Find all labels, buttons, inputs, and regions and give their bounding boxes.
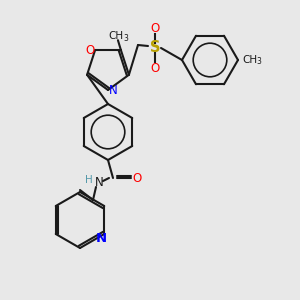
Text: O: O (132, 172, 142, 184)
Text: O: O (150, 22, 160, 34)
Text: CH: CH (242, 55, 257, 65)
Text: 3: 3 (256, 58, 261, 67)
Text: O: O (150, 61, 160, 74)
Text: N: N (109, 83, 117, 97)
Text: N: N (94, 176, 103, 188)
Text: 3: 3 (124, 34, 128, 43)
Text: O: O (85, 44, 95, 57)
Text: CH: CH (108, 31, 124, 41)
Text: N: N (96, 232, 107, 244)
Text: H: H (85, 175, 93, 185)
Text: S: S (150, 40, 160, 56)
